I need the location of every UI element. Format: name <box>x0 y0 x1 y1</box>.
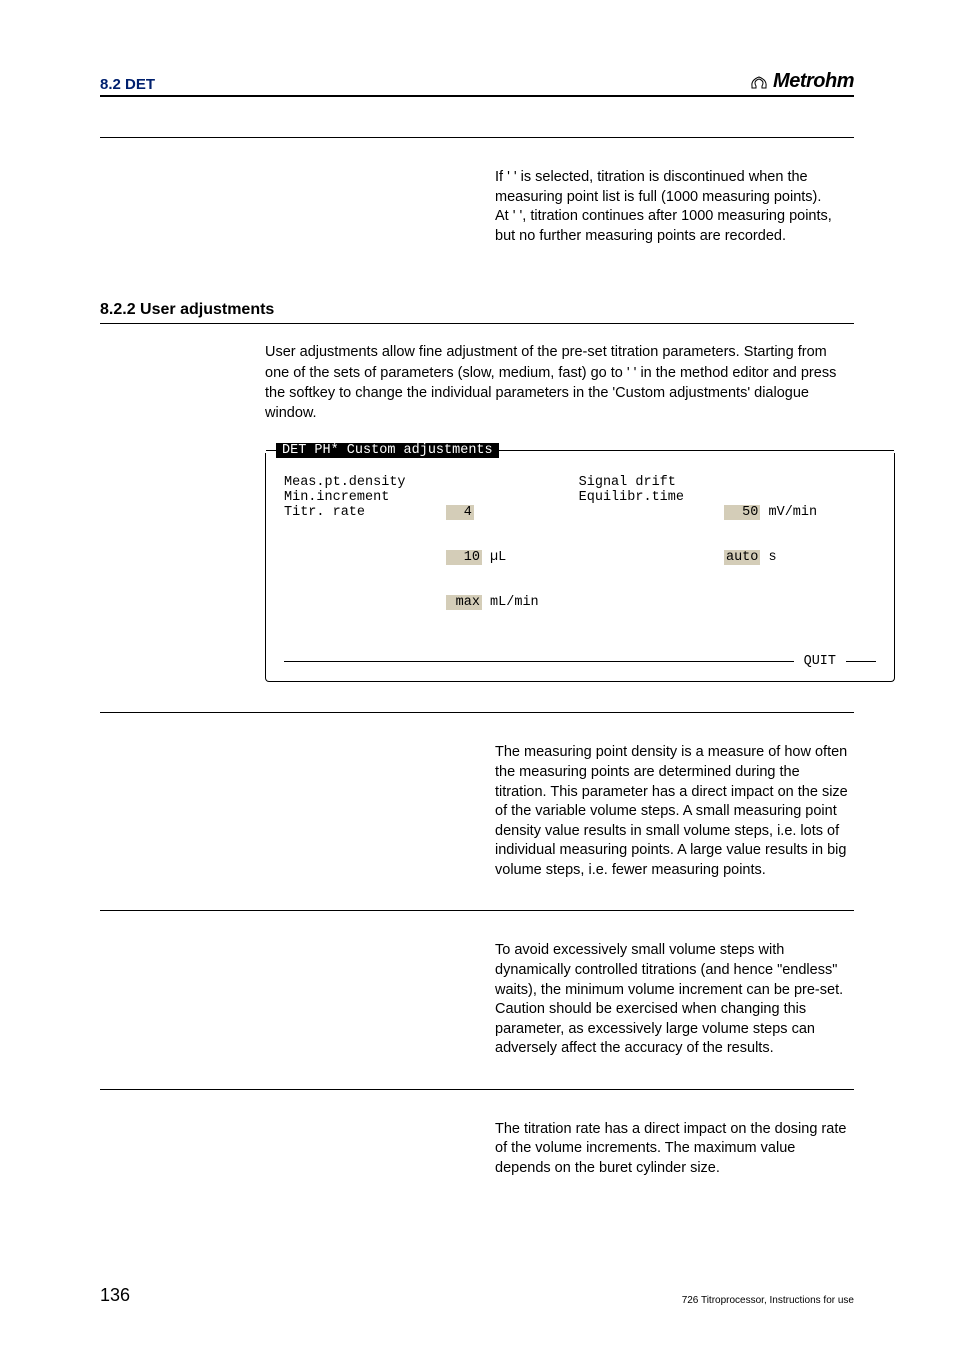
quit-button[interactable]: QUIT <box>804 654 836 669</box>
terminal-left-values: 4 10 µL max mL/min <box>446 475 539 640</box>
terminal-val-hl: 4 <box>446 505 474 520</box>
footer-doc-title: 726 Titroprocessor, Instructions for use <box>682 1295 854 1306</box>
param3-body: The titration rate has a direct impact o… <box>495 1120 854 1179</box>
param3-label <box>390 1120 495 1179</box>
divider <box>100 137 854 138</box>
terminal-val-row: 4 <box>446 505 539 520</box>
terminal-val-row: 10 µL <box>446 550 539 565</box>
page-number: 136 <box>100 1285 130 1306</box>
param-block-3: The titration rate has a direct impact o… <box>100 1120 854 1179</box>
param-block-1: The measuring point density is a measure… <box>100 743 854 880</box>
terminal-title: DET PH* Custom adjustments <box>276 443 499 458</box>
terminal-body: Meas.pt.density Min.increment Titr. rate… <box>284 475 876 640</box>
intro-p2: At ' ', titration continues after 1000 m… <box>495 207 854 246</box>
param1-body: The measuring point density is a measure… <box>495 743 854 880</box>
content-area: If ' ' is selected, titration is discont… <box>100 137 854 1178</box>
terminal-right-values: 50 mV/min auto s <box>724 475 817 640</box>
omega-icon <box>749 74 769 90</box>
param2-body: To avoid excessively small volume steps … <box>495 941 854 1058</box>
param1-label <box>390 743 495 880</box>
terminal-footer: QUIT <box>284 654 876 669</box>
terminal-title-line-right <box>499 450 894 451</box>
terminal-right-labels: Signal drift Equilibr.time <box>579 475 684 640</box>
page-footer: 136 726 Titroprocessor, Instructions for… <box>100 1285 854 1306</box>
divider <box>100 910 854 911</box>
terminal-window: DET PH* Custom adjustments Meas.pt.densi… <box>265 453 895 682</box>
terminal-val-suffix: s <box>760 550 776 565</box>
section-title: User adjustments <box>140 301 274 318</box>
terminal-val-row: auto s <box>724 550 817 565</box>
brand-text: Metrohm <box>773 70 854 93</box>
brand-logo: Metrohm <box>749 70 854 93</box>
terminal-footer-line <box>284 661 794 662</box>
terminal-val-suffix: mV/min <box>760 505 817 520</box>
terminal-val-hl: max <box>446 595 482 610</box>
terminal-val-hl: 50 <box>724 505 760 520</box>
intro-param-block: If ' ' is selected, titration is discont… <box>100 168 854 246</box>
intro-body: If ' ' is selected, titration is discont… <box>495 168 854 246</box>
intro-p1: If ' ' is selected, titration is discont… <box>495 168 854 207</box>
page: 8.2 DET Metrohm If ' ' is selected, titr… <box>0 0 954 1351</box>
terminal-val-suffix: mL/min <box>482 595 539 610</box>
page-header: 8.2 DET Metrohm <box>100 70 854 97</box>
section-heading-row: 8.2.2 User adjustments <box>100 301 854 324</box>
intro-label <box>390 168 495 246</box>
divider <box>100 712 854 713</box>
terminal-title-line-left <box>266 450 276 451</box>
section-body: User adjustments allow fine adjustment o… <box>265 342 854 423</box>
terminal-val-hl: 10 <box>446 550 482 565</box>
header-section-label: 8.2 DET <box>100 76 155 93</box>
terminal-left-labels: Meas.pt.density Min.increment Titr. rate <box>284 475 406 640</box>
param2-label <box>390 941 495 1058</box>
terminal-val-suffix: µL <box>482 550 506 565</box>
divider <box>100 1089 854 1090</box>
terminal-val-row: 50 mV/min <box>724 505 817 520</box>
terminal-title-bar: DET PH* Custom adjustments <box>266 443 894 458</box>
param-block-2: To avoid excessively small volume steps … <box>100 941 854 1058</box>
section-number: 8.2.2 <box>100 301 136 318</box>
terminal-val-hl: auto <box>724 550 760 565</box>
terminal-val-row: max mL/min <box>446 595 539 610</box>
terminal-footer-line-right <box>846 661 876 662</box>
